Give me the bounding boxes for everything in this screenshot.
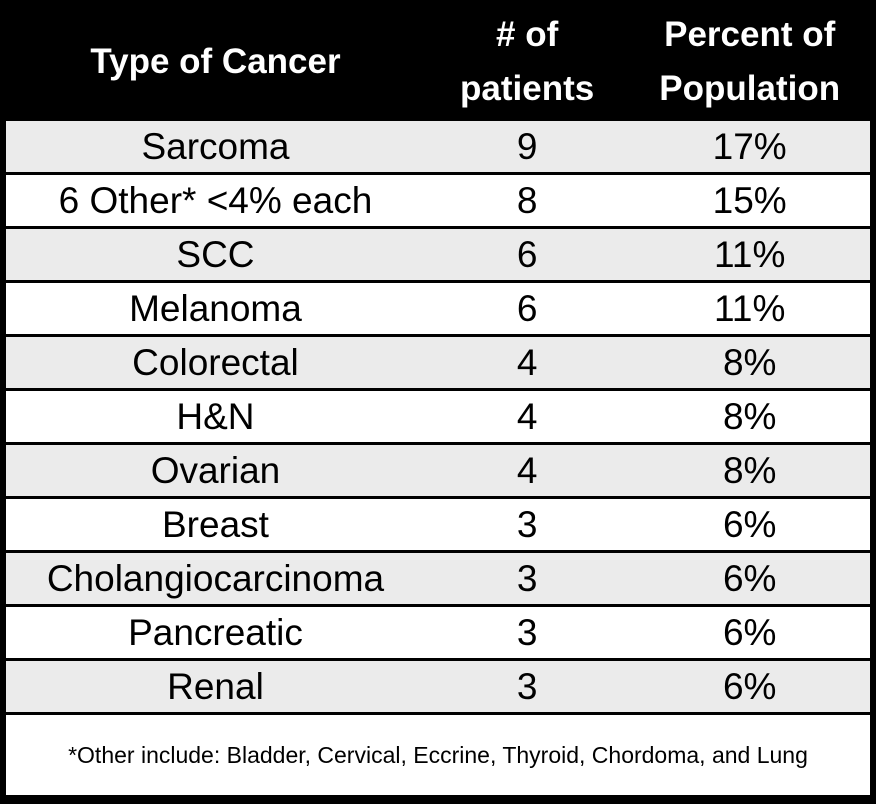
percent-cell: 6% [629, 658, 873, 715]
cancer-type-cell: SCC [3, 226, 425, 283]
patient-count-cell: 3 [424, 658, 630, 715]
percent-cell: 11% [629, 226, 873, 283]
percent-cell: 8% [629, 388, 873, 445]
patient-count-cell: 6 [424, 280, 630, 337]
patient-count-cell: 3 [424, 604, 630, 661]
table-footer: *Other include: Bladder, Cervical, Eccri… [3, 712, 873, 800]
table-row: Renal 3 6% [3, 658, 873, 715]
percent-cell: 11% [629, 280, 873, 337]
patient-count-cell: 4 [424, 442, 630, 499]
cancer-type-cell: Cholangiocarcinoma [3, 550, 425, 607]
table-row: Breast 3 6% [3, 496, 873, 553]
cancer-type-cell: Pancreatic [3, 604, 425, 661]
column-header-patient-count: # of patients [424, 3, 630, 120]
percent-cell: 8% [629, 442, 873, 499]
table-row: Ovarian 4 8% [3, 442, 873, 499]
table-header: Type of Cancer # of patients Percent of … [3, 3, 873, 120]
table-row: Colorectal 4 8% [3, 334, 873, 391]
percent-cell: 15% [629, 172, 873, 229]
table-row: Cholangiocarcinoma 3 6% [3, 550, 873, 607]
table-row: Melanoma 6 11% [3, 280, 873, 337]
percent-cell: 17% [629, 118, 873, 175]
patient-count-cell: 3 [424, 550, 630, 607]
cancer-type-cell: Colorectal [3, 334, 425, 391]
table-row: SCC 6 11% [3, 226, 873, 283]
patient-count-cell: 8 [424, 172, 630, 229]
column-header-percent-population: Percent of Population [629, 3, 873, 120]
percent-cell: 6% [629, 496, 873, 553]
patient-count-cell: 6 [424, 226, 630, 283]
cancer-type-cell: Breast [3, 496, 425, 553]
percent-cell: 8% [629, 334, 873, 391]
footnote-row: *Other include: Bladder, Cervical, Eccri… [3, 712, 873, 800]
patient-count-cell: 9 [424, 118, 630, 175]
footnote-text: *Other include: Bladder, Cervical, Eccri… [3, 712, 873, 800]
cancer-type-cell: H&N [3, 388, 425, 445]
cancer-type-cell: Melanoma [3, 280, 425, 337]
patient-count-cell: 4 [424, 388, 630, 445]
table-row: Pancreatic 3 6% [3, 604, 873, 661]
table-row: 6 Other* <4% each 8 15% [3, 172, 873, 229]
percent-cell: 6% [629, 604, 873, 661]
cancer-type-cell: 6 Other* <4% each [3, 172, 425, 229]
table-row: H&N 4 8% [3, 388, 873, 445]
patient-count-cell: 4 [424, 334, 630, 391]
table-body: Sarcoma 9 17% 6 Other* <4% each 8 15% SC… [3, 118, 873, 715]
cancer-type-cell: Renal [3, 658, 425, 715]
table-row: Sarcoma 9 17% [3, 118, 873, 175]
cancer-type-cell: Sarcoma [3, 118, 425, 175]
cancer-type-cell: Ovarian [3, 442, 425, 499]
column-header-cancer-type: Type of Cancer [3, 3, 425, 120]
header-row: Type of Cancer # of patients Percent of … [3, 3, 873, 120]
percent-cell: 6% [629, 550, 873, 607]
patient-count-cell: 3 [424, 496, 630, 553]
